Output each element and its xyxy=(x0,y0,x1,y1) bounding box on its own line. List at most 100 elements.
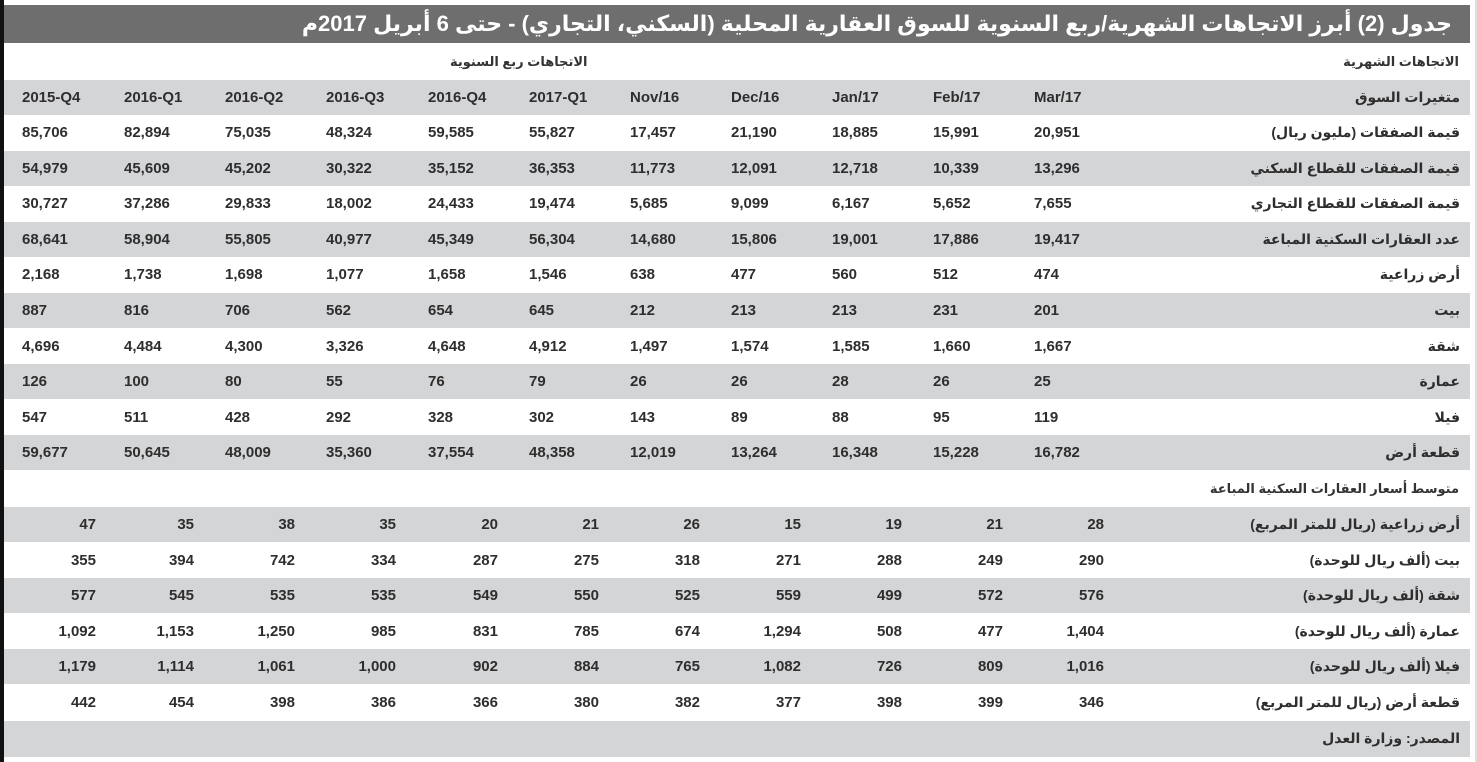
table-cell: 13,264 xyxy=(731,444,777,462)
table-cell: Jan/17 xyxy=(832,89,879,106)
table-cell: 212 xyxy=(630,302,656,319)
table-cell: 11,773 xyxy=(630,159,676,177)
table-cell: 328 xyxy=(428,408,454,426)
table-cell: 525 xyxy=(674,587,700,605)
table-cell: 290 xyxy=(1078,551,1104,569)
table-cell: 638 xyxy=(630,266,656,284)
table-cell: 287 xyxy=(472,551,498,569)
row-label: فيلا (ألف ريال للوحدة) xyxy=(1309,658,1460,675)
table-cell: 17,457 xyxy=(630,124,676,141)
table-cell: 28 xyxy=(832,373,849,391)
table-row: شقة 4,696 4,484 4,300 3,326 4,648 4,912 1,497 1,… xyxy=(4,329,1470,364)
table-cell: 547 xyxy=(22,408,48,426)
table-cell: 55,827 xyxy=(529,124,575,141)
table-cell: 10,339 xyxy=(933,159,979,177)
table-cell: 4,648 xyxy=(428,337,466,355)
table-cell: 79 xyxy=(529,373,546,391)
table-cell: 1,082 xyxy=(763,658,801,676)
header-row: متغيرات السوق 2015-Q4 2016-Q1 2016-Q2 2016-Q… xyxy=(4,80,1470,115)
table-cell: 13,296 xyxy=(1034,159,1080,177)
table-cell: 29,833 xyxy=(225,195,271,213)
table-cell: 1,574 xyxy=(731,337,769,355)
table-cell: 477 xyxy=(731,266,757,284)
table-cell: 399 xyxy=(977,694,1003,711)
row-label: قطعة أرض xyxy=(1385,444,1460,461)
table-cell: 58,904 xyxy=(124,230,170,248)
table-cell: 26 xyxy=(683,516,700,533)
table-cell: 550 xyxy=(573,587,599,605)
table-cell: 12,718 xyxy=(832,159,878,177)
table-cell: 386 xyxy=(370,694,396,711)
table-cell: 15,991 xyxy=(933,124,979,141)
table-cell: 549 xyxy=(472,587,498,605)
price-row: عمارة (ألف ريال للوحدة) 1,092 1,153 1,250 98… xyxy=(4,614,1470,649)
table-cell: 902 xyxy=(472,658,498,676)
table-cell: 887 xyxy=(22,302,48,319)
table-cell: 1,294 xyxy=(763,622,801,640)
table-cell: 76 xyxy=(428,373,445,391)
table-cell: 48,324 xyxy=(326,124,372,141)
table-cell: 28 xyxy=(1087,516,1104,533)
table-cell: 2016-Q2 xyxy=(225,89,284,106)
table-cell: 100 xyxy=(124,373,150,391)
table-cell: 1,016 xyxy=(1066,658,1104,676)
table-cell: 577 xyxy=(70,587,96,605)
table-cell: 40,977 xyxy=(326,230,372,248)
table-cell: 213 xyxy=(731,302,757,319)
table-cell: 831 xyxy=(472,622,498,640)
table-cell: 25 xyxy=(1034,373,1051,391)
table-cell: 80 xyxy=(225,373,242,391)
table-cell: 12,091 xyxy=(731,159,777,177)
table-cell: 7,655 xyxy=(1034,195,1072,213)
table-cell: 14,680 xyxy=(630,230,676,248)
table-cell: 59,677 xyxy=(22,444,68,462)
table-row: فيلا 547 511 428 292 328 302 143 89 88 95 119 xyxy=(4,400,1470,435)
table-cell: 511 xyxy=(124,408,149,426)
table-cell: 85,706 xyxy=(22,124,68,141)
table-cell: 1,092 xyxy=(58,622,96,640)
row-label: عمارة (ألف ريال للوحدة) xyxy=(1294,622,1460,639)
table-cell: 1,000 xyxy=(358,658,396,676)
table-cell: 68,641 xyxy=(22,230,68,248)
row-label: قيمة الصفقات (مليون ريال) xyxy=(1271,124,1460,140)
table-cell: 5,685 xyxy=(630,195,668,213)
table-cell: 213 xyxy=(832,302,858,319)
table-cell: 19 xyxy=(885,516,902,533)
table-cell: 4,912 xyxy=(529,337,567,355)
table-cell: 1,667 xyxy=(1034,337,1072,355)
table-cell: 37,286 xyxy=(124,195,170,213)
table-cell: 377 xyxy=(775,694,801,711)
table-cell: 442 xyxy=(70,694,96,711)
table-cell: 355 xyxy=(70,551,96,569)
table-row: بيت 887 816 706 562 654 645 212 213 213 231 201 xyxy=(4,293,1470,328)
price-row: بيت (ألف ريال للوحدة) 355 394 742 334 287 275 3… xyxy=(4,543,1470,578)
table-cell: 56,304 xyxy=(529,230,575,248)
table-cell: 382 xyxy=(674,694,700,711)
table-cell: 2016-Q4 xyxy=(428,89,487,106)
table-cell: 9,099 xyxy=(731,195,769,213)
table-cell: 346 xyxy=(1078,694,1104,711)
table-cell: 20,951 xyxy=(1034,124,1080,141)
table-cell: 1,546 xyxy=(529,266,567,284)
table-cell: 985 xyxy=(370,622,396,640)
table-cell: 334 xyxy=(370,551,396,569)
table-cell: 1,179 xyxy=(58,658,96,676)
table-row: قيمة الصفقات للقطاع السكني 54,979 45,609 45… xyxy=(4,150,1470,186)
table-cell: 499 xyxy=(876,587,902,605)
row-label: فيلا xyxy=(1434,408,1460,425)
table-cell: 47 xyxy=(79,516,96,533)
table-cell: 2016-Q3 xyxy=(326,89,385,106)
table-cell: 398 xyxy=(876,694,902,711)
table-cell: 59,585 xyxy=(428,124,474,141)
table-cell: 674 xyxy=(674,622,700,640)
table-cell: 1,114 xyxy=(157,658,194,676)
table-cell: 785 xyxy=(573,622,599,640)
table-cell: 4,696 xyxy=(22,337,60,355)
table-cell: 38 xyxy=(278,516,295,533)
table-cell: 82,894 xyxy=(124,124,170,141)
table-cell: 1,585 xyxy=(832,337,870,355)
table-cell: 318 xyxy=(674,551,700,569)
table-cell: 20 xyxy=(481,516,498,533)
table-cell: 36,353 xyxy=(529,159,575,177)
table-cell: 645 xyxy=(529,302,555,319)
